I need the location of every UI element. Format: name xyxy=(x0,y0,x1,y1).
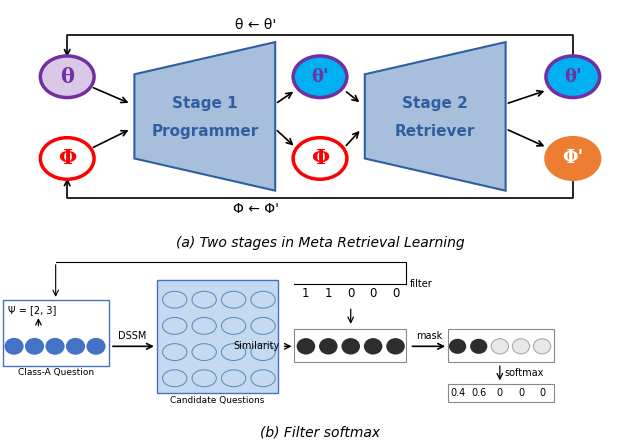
Ellipse shape xyxy=(4,338,24,355)
Text: Similarity: Similarity xyxy=(234,341,280,351)
Text: Retriever: Retriever xyxy=(395,124,476,139)
Circle shape xyxy=(221,370,246,387)
Text: 1: 1 xyxy=(302,287,310,301)
Text: DSSM: DSSM xyxy=(118,331,147,341)
Text: 0: 0 xyxy=(497,388,503,398)
Ellipse shape xyxy=(342,338,360,354)
Circle shape xyxy=(251,291,275,308)
Text: Ψ = [2, 3]: Ψ = [2, 3] xyxy=(8,305,56,316)
Circle shape xyxy=(251,317,275,334)
Circle shape xyxy=(40,138,94,179)
Ellipse shape xyxy=(387,338,404,354)
Ellipse shape xyxy=(45,338,65,355)
Text: Class-A Question: Class-A Question xyxy=(18,368,93,377)
Circle shape xyxy=(163,344,187,361)
Ellipse shape xyxy=(513,339,530,354)
Circle shape xyxy=(221,291,246,308)
Ellipse shape xyxy=(319,338,338,354)
Text: Stage 1: Stage 1 xyxy=(172,96,237,111)
Circle shape xyxy=(192,317,216,334)
Circle shape xyxy=(221,344,246,361)
Text: (a) Two stages in Meta Retrieval Learning: (a) Two stages in Meta Retrieval Learnin… xyxy=(176,236,464,250)
Text: 0.4: 0.4 xyxy=(450,388,465,398)
Text: 0.6: 0.6 xyxy=(471,388,486,398)
Text: Φ': Φ' xyxy=(562,150,584,167)
Text: 0: 0 xyxy=(518,388,524,398)
Text: 0: 0 xyxy=(369,287,377,301)
Ellipse shape xyxy=(534,339,550,354)
Text: Programmer: Programmer xyxy=(151,124,259,139)
Circle shape xyxy=(546,56,600,98)
Text: Candidate Questions: Candidate Questions xyxy=(170,396,265,405)
Circle shape xyxy=(163,317,187,334)
Ellipse shape xyxy=(449,339,466,354)
Text: 0: 0 xyxy=(392,287,399,301)
Text: softmax: softmax xyxy=(504,368,544,378)
Text: Stage 2: Stage 2 xyxy=(403,96,468,111)
Text: 1: 1 xyxy=(324,287,332,301)
Circle shape xyxy=(192,370,216,387)
Circle shape xyxy=(192,291,216,308)
Circle shape xyxy=(251,370,275,387)
Text: Φ: Φ xyxy=(311,148,329,168)
Text: θ': θ' xyxy=(564,68,582,86)
Ellipse shape xyxy=(470,339,488,354)
Polygon shape xyxy=(134,42,275,190)
Text: Φ ← Φ': Φ ← Φ' xyxy=(233,202,279,216)
Ellipse shape xyxy=(297,338,315,354)
Polygon shape xyxy=(365,42,506,190)
Circle shape xyxy=(163,291,187,308)
Circle shape xyxy=(546,138,600,179)
Circle shape xyxy=(221,317,246,334)
FancyBboxPatch shape xyxy=(3,300,109,366)
Text: (b) Filter softmax: (b) Filter softmax xyxy=(260,426,380,440)
Text: Φ: Φ xyxy=(58,148,76,168)
Text: 0: 0 xyxy=(539,388,545,398)
Circle shape xyxy=(40,56,94,98)
Text: mask: mask xyxy=(415,331,442,341)
Text: θ ← θ': θ ← θ' xyxy=(236,18,276,32)
Text: θ: θ xyxy=(60,67,74,87)
Circle shape xyxy=(251,344,275,361)
Ellipse shape xyxy=(66,338,85,355)
Ellipse shape xyxy=(492,339,508,354)
Ellipse shape xyxy=(86,338,106,355)
Ellipse shape xyxy=(364,338,383,354)
Circle shape xyxy=(192,344,216,361)
Circle shape xyxy=(293,56,347,98)
Ellipse shape xyxy=(25,338,44,355)
Text: 0: 0 xyxy=(347,287,355,301)
FancyBboxPatch shape xyxy=(157,280,278,393)
Text: θ': θ' xyxy=(311,68,329,86)
Circle shape xyxy=(293,138,347,179)
Text: filter: filter xyxy=(410,279,433,289)
Circle shape xyxy=(163,370,187,387)
